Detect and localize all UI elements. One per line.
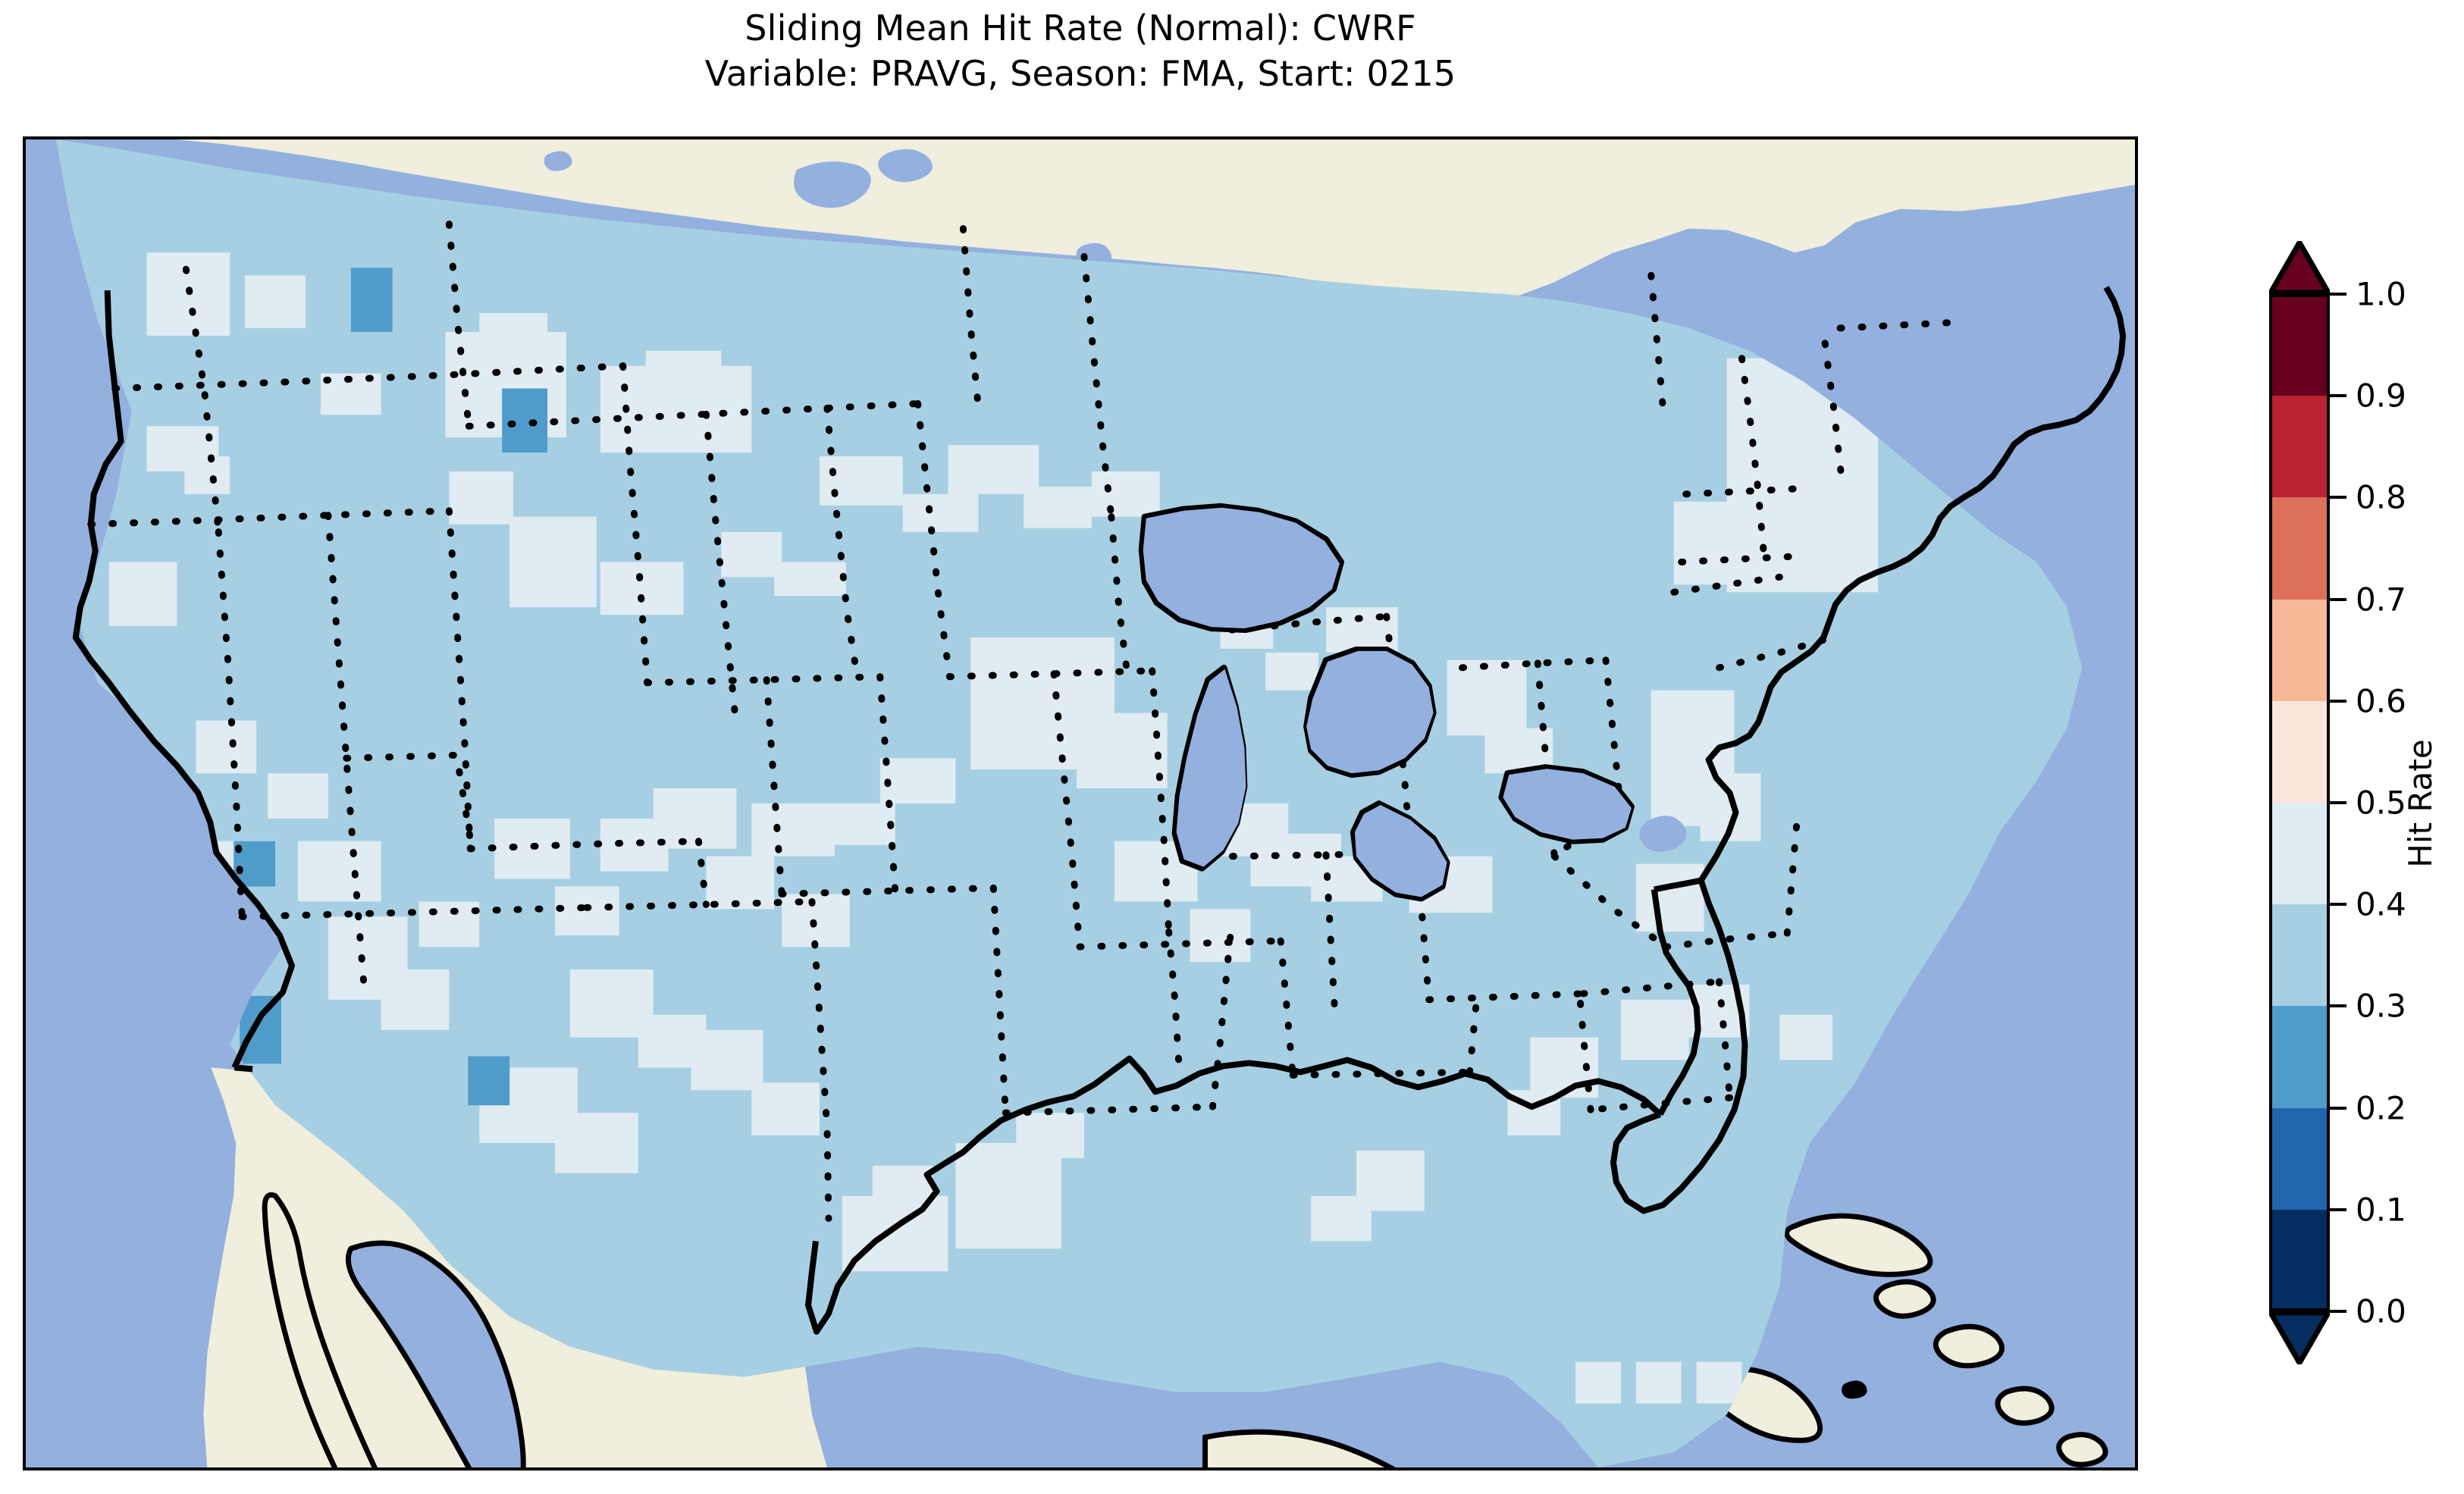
map-canvas [26, 139, 2135, 1467]
colorbar-band-6 [2269, 904, 2330, 1007]
colorbar-band-3 [2269, 599, 2330, 701]
colorbar-tick-0.2 [2330, 1106, 2346, 1110]
colorbar-band-5 [2269, 802, 2330, 905]
colorbar-tick-0.7 [2330, 597, 2346, 601]
colorbar-tick-label-0.2: 0.2 [2356, 1089, 2406, 1127]
colorbar-band-2 [2269, 497, 2330, 600]
colorbar-band-8 [2269, 1107, 2330, 1210]
great-lakes [1143, 507, 1687, 897]
colorbar-tick-0.4 [2330, 903, 2346, 907]
title-line-1: Sliding Mean Hit Rate (Normal): CWRF [745, 8, 1416, 49]
colorbar-tick-0.0 [2330, 1310, 2346, 1313]
colorbar[interactable]: 1.0 0.9 0.8 0.7 0.6 0.5 0.4 0.3 0.2 0.1 0.0 Hit Ra… [2263, 227, 2453, 1380]
colorbar-band-7 [2269, 1006, 2330, 1108]
colorbar-tick-label-0.3: 0.3 [2356, 987, 2406, 1025]
colorbar-band-4 [2269, 700, 2330, 803]
colorbar-tick-0.1 [2330, 1207, 2346, 1211]
colorbar-band-1 [2269, 396, 2330, 498]
map-axes[interactable] [23, 136, 2138, 1471]
colorbar-tick-label-0.8: 0.8 [2356, 478, 2406, 516]
land-caribbean [1202, 1213, 2108, 1467]
colorbar-extend-top-arrow [2269, 241, 2330, 294]
colorbar-extend-bottom-arrow [2269, 1311, 2330, 1364]
colorbar-tick-label-0.9: 0.9 [2356, 377, 2406, 415]
colorbar-tick-label-0.0: 0.0 [2356, 1292, 2406, 1330]
colorbar-tick-0.9 [2330, 394, 2346, 398]
colorbar-tick-label-0.5: 0.5 [2356, 784, 2406, 822]
colorbar-tick-label-0.7: 0.7 [2356, 581, 2406, 619]
page-title: Sliding Mean Hit Rate (Normal): CWRF Var… [0, 6, 2161, 97]
colorbar-band-0 [2269, 294, 2330, 396]
colorbar-band-9 [2269, 1209, 2330, 1311]
title-line-2: Variable: PRAVG, Season: FMA, Start: 021… [704, 52, 1456, 94]
colorbar-tick-0.5 [2330, 801, 2346, 804]
colorbar-tick-label-1.0: 1.0 [2356, 275, 2406, 313]
colorbar-tick-0.8 [2330, 496, 2346, 500]
colorbar-tick-0.3 [2330, 1004, 2346, 1008]
colorbar-tick-0.6 [2330, 699, 2346, 703]
us-coastline [72, 286, 2127, 1335]
colorbar-tick-label-0.4: 0.4 [2356, 885, 2406, 923]
colorbar-axis-label: Hit Rate [2402, 739, 2439, 868]
colorbar-tick-label-0.6: 0.6 [2356, 682, 2406, 720]
colorbar-tick-1.0 [2330, 293, 2346, 296]
colorbar-tick-label-0.1: 0.1 [2356, 1191, 2406, 1229]
colorbar-bands [2269, 294, 2330, 1311]
